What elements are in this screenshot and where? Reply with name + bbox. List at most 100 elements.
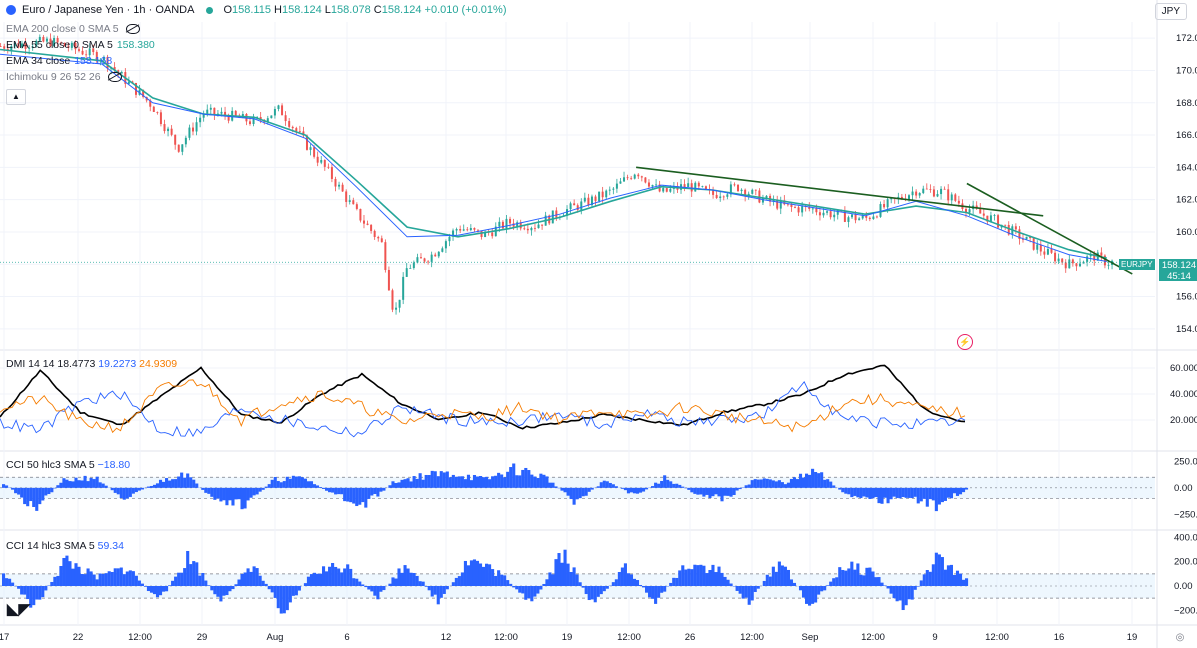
cci-bar: [892, 487, 896, 497]
cci-bar: [687, 487, 691, 490]
cci-bar: [225, 487, 229, 506]
candle-body: [359, 208, 362, 221]
x-tick-label: 29: [197, 632, 208, 643]
cci-bar: [237, 579, 241, 586]
cci-y-tick-label: −200.00: [1174, 605, 1197, 616]
cci-bar: [850, 561, 854, 586]
cci-bar: [397, 482, 401, 488]
cci-bar: [294, 476, 298, 488]
cci-bar: [331, 563, 335, 586]
cci-bar: [318, 487, 323, 488]
legend-dmi[interactable]: DMI 14 14 18.4773 19.2273 24.9309: [6, 358, 177, 370]
hidden-eye-icon[interactable]: [125, 24, 140, 34]
cci-bar: [65, 555, 69, 586]
tradingview-logo-icon[interactable]: ◣◤: [7, 601, 31, 618]
legend-cci50[interactable]: CCI 50 hlc3 SMA 5 −18.80: [6, 459, 130, 471]
cci-bar: [83, 475, 87, 488]
currency-button[interactable]: JPY: [1154, 3, 1187, 20]
cci-bar: [143, 586, 147, 587]
cci-bar: [632, 487, 637, 494]
cci-bar: [654, 482, 658, 488]
cci-bar: [53, 487, 57, 489]
cci-bar: [551, 574, 555, 586]
lightning-icon[interactable]: ⚡: [957, 334, 973, 350]
candle-body: [63, 42, 66, 47]
cci-bar: [270, 479, 274, 488]
candle-body: [291, 126, 294, 129]
hidden-eye-icon[interactable]: [107, 72, 122, 82]
cci-bar: [137, 487, 141, 491]
candle-body: [427, 261, 430, 263]
cci-bar: [919, 487, 923, 502]
cci-bar: [201, 573, 205, 586]
candle-body: [1014, 226, 1017, 230]
candle-body: [35, 40, 38, 47]
cci-bar: [623, 563, 627, 586]
candle-body: [569, 203, 572, 210]
cci-bar: [515, 475, 519, 488]
cci-bar: [871, 571, 875, 586]
cci-bar: [161, 586, 166, 592]
candle-body: [583, 197, 586, 202]
candle-body: [704, 186, 707, 189]
cci-bar: [210, 487, 214, 497]
cci-bar: [189, 477, 193, 488]
candle-body: [156, 111, 159, 113]
symbol-title[interactable]: Euro / Japanese Yen · 1h · OANDA: [22, 4, 195, 16]
collapse-legend-button[interactable]: ▲: [6, 89, 26, 105]
cci-bar: [916, 487, 920, 504]
cci-bar: [23, 487, 27, 505]
legend-cci14[interactable]: CCI 14 hlc3 SMA 5 59.34: [6, 540, 124, 552]
cci-bar: [243, 487, 247, 509]
cci-bar: [895, 586, 899, 602]
cci-bar: [445, 471, 449, 488]
cci-bar: [904, 586, 908, 606]
candle-body: [309, 147, 312, 150]
cci-bar: [590, 586, 594, 600]
candle-body: [925, 188, 928, 190]
cci-bar: [343, 487, 347, 502]
legend-ema55[interactable]: EMA 55 close 0 SMA 5 158.380: [6, 39, 155, 51]
ohlc-close-value: 158.124: [381, 4, 422, 16]
legend-ema200[interactable]: EMA 200 close 0 SMA 5: [6, 23, 140, 35]
candle-body: [900, 196, 903, 199]
cci-bar: [696, 487, 700, 495]
cci-bar: [678, 484, 682, 488]
candle-body: [772, 199, 775, 202]
cci-bar: [557, 553, 561, 586]
legend-ichimoku[interactable]: Ichimoku 9 26 52 26: [6, 71, 122, 83]
candle-body: [883, 204, 886, 208]
cci-bar: [309, 481, 314, 488]
candle-body: [726, 194, 729, 197]
cci-bar: [219, 586, 223, 602]
cci-bar: [349, 487, 353, 503]
candle-body: [954, 194, 957, 201]
cci-bar: [937, 487, 941, 505]
cci-bar: [104, 573, 108, 586]
cci-bar: [95, 579, 99, 586]
cci-bar: [832, 578, 836, 586]
cci-bar: [554, 486, 558, 488]
legend-ema34[interactable]: EMA 34 close 158.168: [6, 55, 112, 67]
cci-bar: [832, 485, 836, 488]
cci-bar: [107, 571, 111, 586]
cci-bar: [264, 486, 268, 488]
candle-body: [195, 122, 198, 132]
cci-bar: [282, 481, 286, 488]
cci-bar: [297, 476, 301, 488]
cci-bar: [430, 586, 434, 597]
cci-bar: [895, 487, 899, 498]
legend-dmi-plus: 19.2273: [98, 358, 137, 370]
candle-body: [694, 182, 697, 192]
ohlc-values: O158.115 H158.124 L158.078 C158.124 +0.0…: [223, 4, 506, 16]
candle-body: [754, 189, 757, 191]
cci-bar: [521, 469, 525, 488]
cci-bar: [868, 567, 872, 586]
cci-bar: [122, 487, 126, 500]
legend-ichimoku-label: Ichimoku 9 26 52 26: [6, 71, 101, 83]
cci-bar: [587, 487, 591, 492]
cci-bar: [237, 487, 241, 500]
cci-bar: [536, 586, 540, 594]
candle-body: [277, 105, 280, 109]
